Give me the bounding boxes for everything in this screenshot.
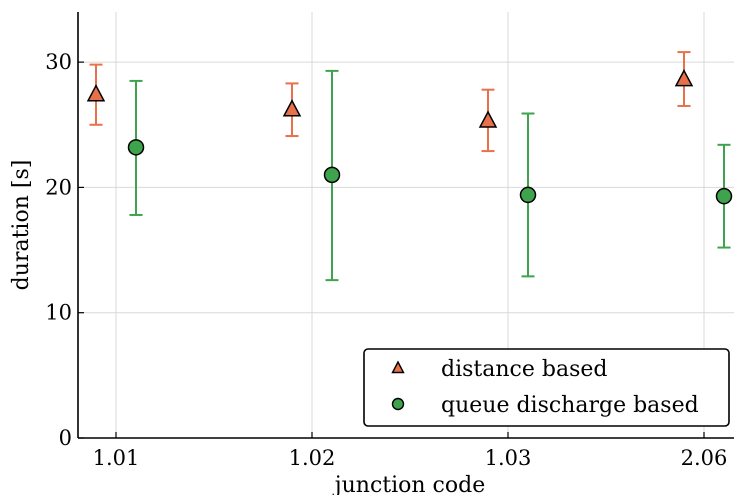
data-point-circle: [323, 166, 341, 184]
grid: [78, 12, 734, 438]
x-axis-label: junction code: [332, 473, 485, 495]
legend-label-queue: queue discharge based: [441, 393, 699, 418]
ticks: 0 10 20 30 1.01 1.02 1.03 2.06: [45, 50, 727, 470]
y-axis-label: duration [s]: [9, 160, 34, 291]
data-point-triangle: [86, 84, 106, 102]
axes: [77, 12, 734, 439]
data-point-circle: [519, 186, 537, 204]
legend: distance based queue discharge based: [363, 348, 730, 427]
data-point-triangle: [282, 99, 302, 117]
data-point-triangle: [674, 69, 694, 87]
y-tick-label: 30: [45, 50, 72, 74]
data-point-circle: [127, 139, 145, 156]
legend-label-distance: distance based: [441, 357, 607, 382]
x-tick-label: 2.06: [681, 446, 728, 470]
legend-triangle-marker-icon: [391, 360, 405, 374]
plot-area: [86, 51, 733, 282]
y-tick-label: 10: [45, 301, 72, 325]
y-tick-label: 0: [59, 426, 72, 450]
x-tick-label: 1.02: [289, 446, 336, 470]
data-point-triangle: [478, 110, 498, 128]
legend-circle-marker-icon: [391, 397, 405, 411]
data-point-circle: [715, 187, 733, 205]
x-tick-label: 1.03: [485, 446, 532, 470]
x-tick-label: 1.01: [93, 446, 140, 470]
y-tick-label: 20: [45, 175, 72, 199]
legend-frame: [363, 348, 730, 427]
